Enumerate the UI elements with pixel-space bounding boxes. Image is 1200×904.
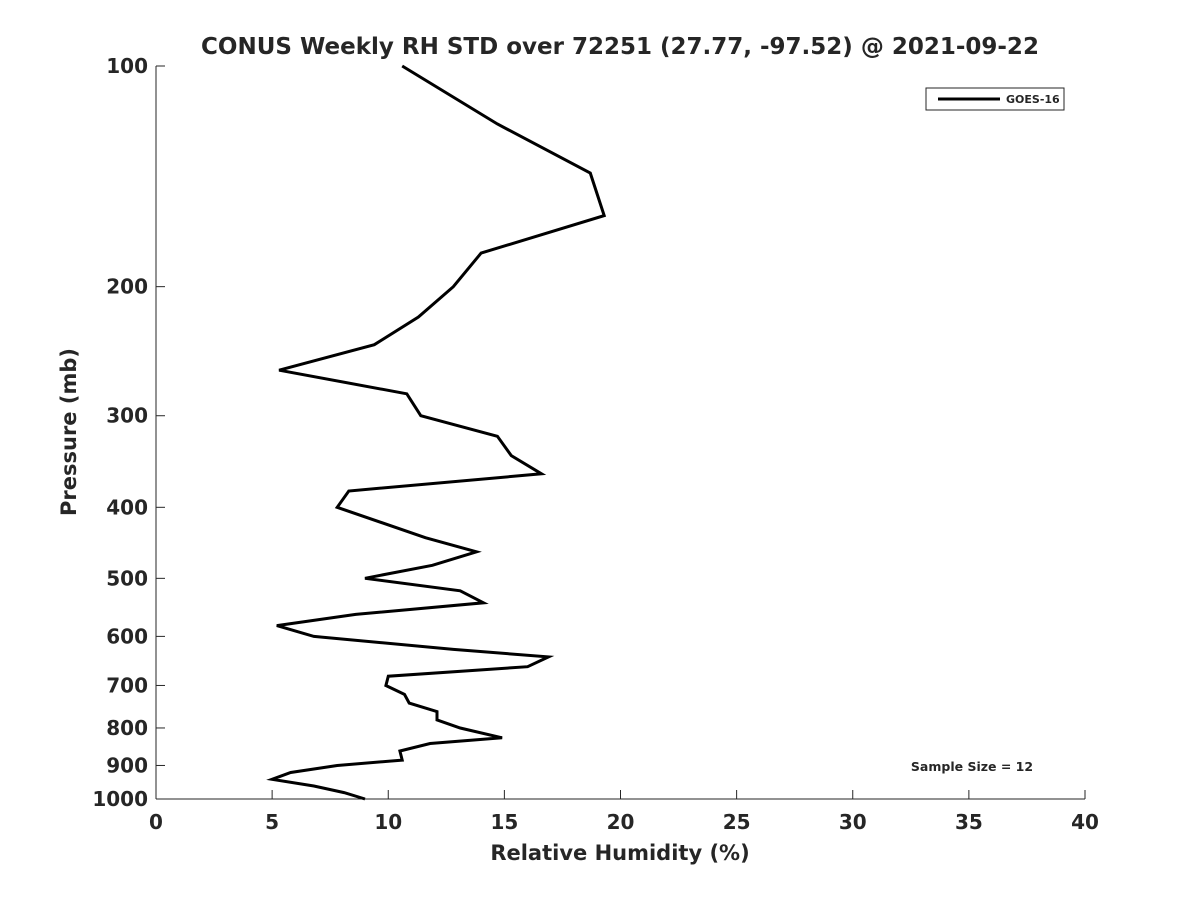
chart-title: CONUS Weekly RH STD over 72251 (27.77, -…: [201, 34, 1039, 60]
x-tick-label: 5: [265, 810, 279, 834]
legend-label-goes-16: GOES-16: [1006, 93, 1060, 106]
axes: 0 5 10 15 20 25 30 35 40 100 200 300 400 500 600 700 800…: [92, 54, 1099, 834]
x-tick-label: 0: [149, 810, 163, 834]
x-tick-label: 25: [723, 810, 751, 834]
y-tick-label: 800: [106, 716, 148, 740]
x-axis-label: Relative Humidity (%): [490, 841, 749, 865]
series-line-goes-16: [266, 64, 607, 801]
y-tick-label: 900: [106, 753, 148, 777]
y-tick-label: 1000: [92, 787, 148, 811]
sample-size-annotation: Sample Size = 12: [911, 759, 1033, 774]
x-tick-label: 15: [490, 810, 518, 834]
y-axis-label: Pressure (mb): [57, 348, 81, 516]
y-tick-label: 200: [106, 275, 148, 299]
y-tick-label: 400: [106, 495, 148, 519]
y-tick-label: 100: [106, 54, 148, 78]
plot-area: [266, 64, 607, 801]
x-tick-label: 35: [955, 810, 983, 834]
x-tick-label: 20: [607, 810, 635, 834]
y-tick-label: 500: [106, 566, 148, 590]
y-tick-label: 300: [106, 404, 148, 428]
x-tick-label: 40: [1071, 810, 1099, 834]
x-tick-label: 10: [374, 810, 402, 834]
x-tick-label: 30: [839, 810, 867, 834]
legend: GOES-16: [925, 87, 1065, 111]
y-tick-label: 600: [106, 624, 148, 648]
y-tick-label: 700: [106, 673, 148, 697]
